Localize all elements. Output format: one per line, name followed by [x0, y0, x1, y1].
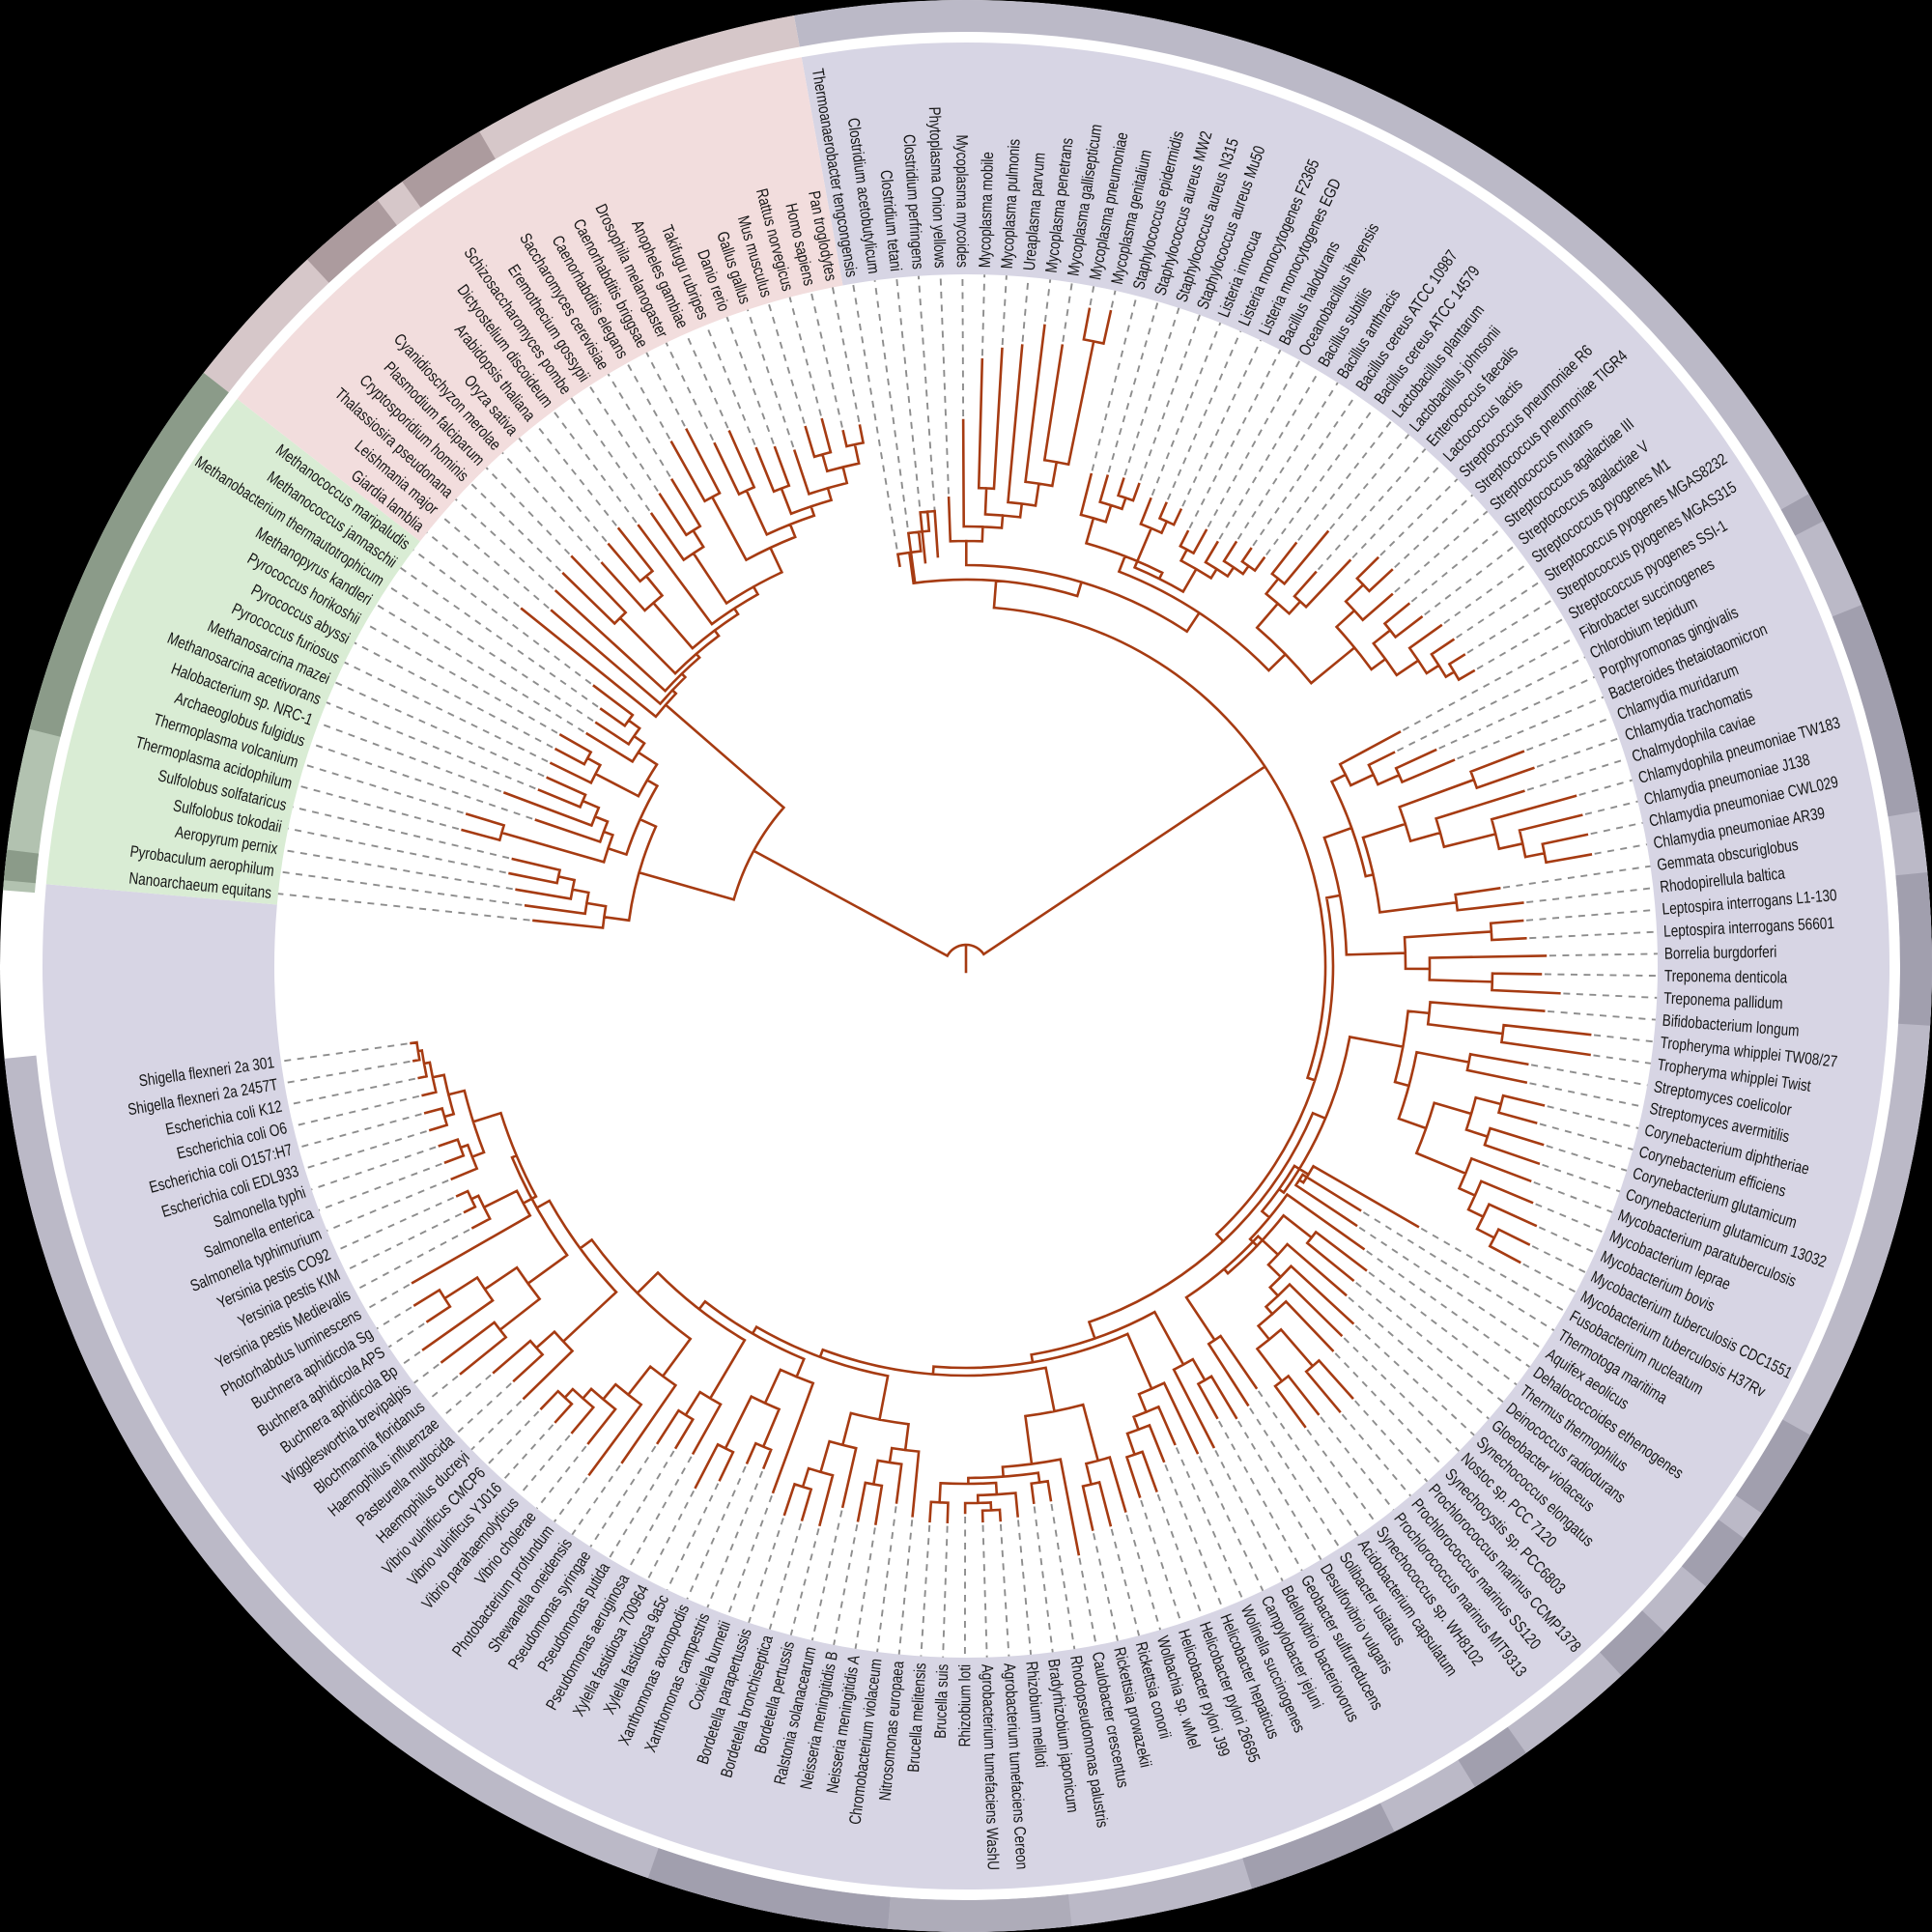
svg-text:Treponema denticola: Treponema denticola	[1664, 967, 1788, 987]
svg-text:Rhizobium loti: Rhizobium loti	[955, 1664, 974, 1747]
svg-text:Borrelia burgdorferi: Borrelia burgdorferi	[1664, 943, 1777, 963]
svg-text:Mycoplasma mycoides: Mycoplasma mycoides	[952, 134, 972, 268]
svg-text:Mycoplasma mobile: Mycoplasma mobile	[976, 152, 997, 269]
svg-text:Brucella suis: Brucella suis	[931, 1663, 952, 1739]
